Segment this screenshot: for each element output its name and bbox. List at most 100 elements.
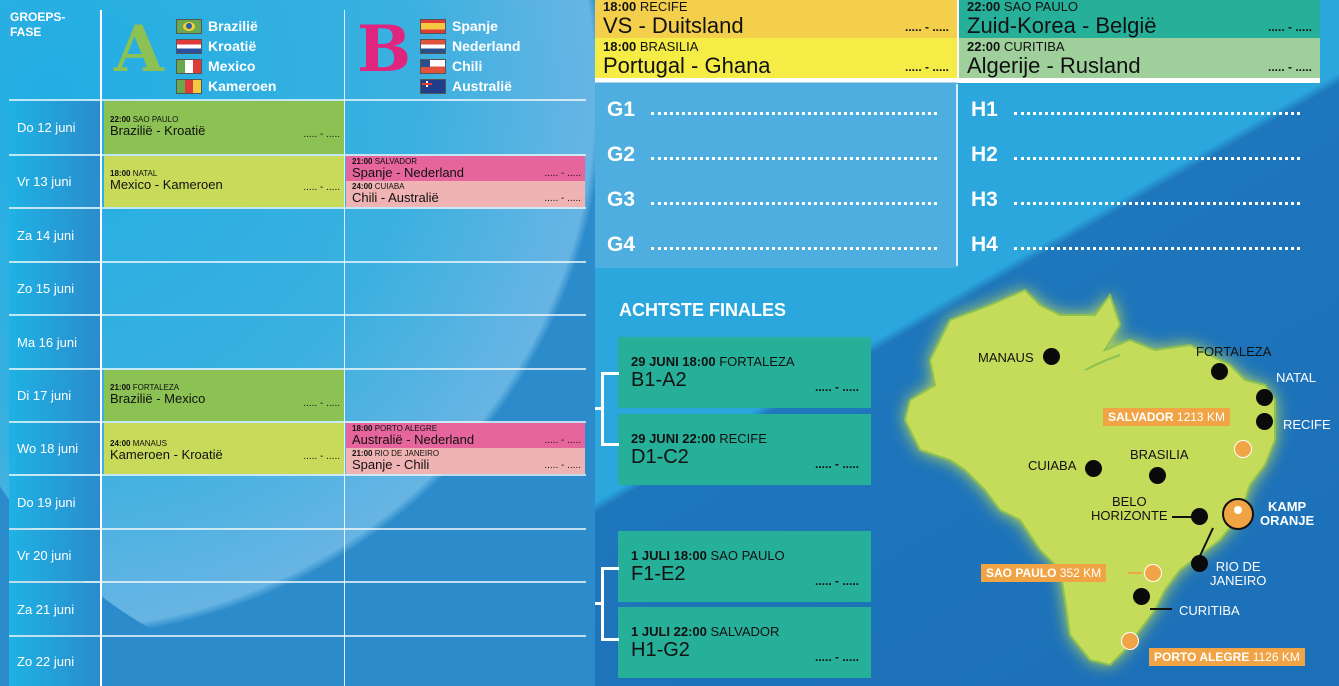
score-field[interactable]: ..... - ..... <box>303 451 340 462</box>
row-divider <box>9 314 586 316</box>
date-cell: Ma 16 juni <box>9 316 100 368</box>
top-vertical-divider <box>957 0 959 78</box>
score-field[interactable]: ..... - ..... <box>303 398 340 409</box>
city-dot-fortaleza <box>1211 363 1228 380</box>
city-dot-rio <box>1191 555 1208 572</box>
leader-line <box>1128 572 1142 574</box>
group-g-standings: G1 G2 G3 G4 <box>595 82 957 268</box>
distance-label-porto-alegre: PORTO ALEGRE 1126 KM <box>1149 648 1305 666</box>
standing-input[interactable] <box>1013 111 1300 115</box>
score-field[interactable]: ..... - ..... <box>544 168 581 179</box>
group-a-letter: A <box>114 12 164 87</box>
distance-label-sao-paulo: SAO PAULO 352 KM <box>981 564 1107 582</box>
city-dot-brasilia <box>1149 467 1166 484</box>
team-spain: Spanje <box>420 16 520 36</box>
score-field[interactable]: ..... - ..... <box>303 129 340 140</box>
group-b-letter: B <box>357 12 412 87</box>
standing-row: H4 <box>971 233 1300 257</box>
city-dot-manaus <box>1043 348 1060 365</box>
match-card: 18:00 BRASILIA Portugal - Ghana ..... - … <box>595 38 957 78</box>
score-field[interactable]: ..... - ..... <box>904 20 949 34</box>
group-a-teams: Brazilië Kroatië Mexico Kameroen <box>176 16 276 96</box>
match-card: 21:00 SALVADOR Spanje - Nederland ..... … <box>346 156 585 181</box>
row-divider <box>9 528 586 530</box>
date-cell: Zo 22 juni <box>9 636 100 686</box>
standing-input[interactable] <box>651 156 938 160</box>
standing-input[interactable] <box>651 201 938 205</box>
standing-row: G1 <box>607 98 938 122</box>
city-dot-belo-horizonte <box>1191 508 1208 525</box>
score-field[interactable]: ..... - ..... <box>303 182 340 193</box>
score-field[interactable]: ..... - ..... <box>544 193 581 204</box>
match-card: 24:00 MANAUS Kameroen - Kroatië ..... - … <box>104 423 344 474</box>
date-cell: Di 17 juni <box>9 369 100 421</box>
team-cameroon: Kameroen <box>176 76 276 96</box>
standing-row: G3 <box>607 188 938 212</box>
score-field[interactable]: ..... - ..... <box>814 457 859 471</box>
brazil-flag-icon <box>176 18 202 34</box>
gh-divider <box>956 84 958 266</box>
date-cell: Do 12 juni <box>9 101 100 154</box>
row-divider <box>9 261 586 263</box>
standing-input[interactable] <box>1013 246 1300 250</box>
standing-row: H3 <box>971 188 1300 212</box>
standing-input[interactable] <box>651 246 938 250</box>
score-field[interactable]: ..... - ..... <box>814 574 859 588</box>
score-field[interactable]: ..... - ..... <box>814 380 859 394</box>
date-cell: Zo 15 juni <box>9 263 100 314</box>
group-stage-label: GROEPS- FASE <box>10 10 66 39</box>
match-card: 18:00 RECIFE VS - Duitsland ..... - ....… <box>595 0 957 38</box>
score-field[interactable]: ..... - ..... <box>1267 60 1312 74</box>
date-cell: Wo 18 juni <box>9 422 100 474</box>
venue-dot-sao-paulo <box>1144 564 1162 582</box>
date-cell: Za 14 juni <box>9 209 100 261</box>
leader-line <box>1172 516 1192 518</box>
bracket-stem <box>595 602 602 605</box>
score-field[interactable]: ..... - ..... <box>544 435 581 446</box>
group-h-standings: H1 H2 H3 H4 <box>959 82 1319 268</box>
team-mexico: Mexico <box>176 56 276 76</box>
bracket-line <box>601 567 619 641</box>
row-divider <box>9 581 586 583</box>
spain-flag-icon <box>420 18 446 34</box>
cameroon-flag-icon <box>176 78 202 94</box>
knockout-match-card: 1 JULI 22:00 SALVADOR H1-G2 ..... - ....… <box>618 607 871 678</box>
date-cell: Do 19 juni <box>9 476 100 528</box>
team-australia: Australië <box>420 76 520 96</box>
brazil-map <box>903 288 1276 667</box>
camp-oranje-label: KAMP ORANJE <box>1260 499 1315 528</box>
team-netherlands: Nederland <box>420 36 520 56</box>
match-card: 21:00 RIO DE JANEIRO Spanje - Chili ....… <box>346 448 585 474</box>
city-label-manaus: MANAUS <box>978 350 1034 365</box>
team-brazil: Brazilië <box>176 16 276 36</box>
standing-input[interactable] <box>1013 201 1300 205</box>
standing-input[interactable] <box>1013 156 1300 160</box>
standing-row: H2 <box>971 143 1300 167</box>
chile-flag-icon <box>420 58 446 74</box>
score-field[interactable]: ..... - ..... <box>904 60 949 74</box>
match-card: 22:00 SAO PAULO Brazilië - Kroatië .....… <box>104 101 344 154</box>
standing-row: G4 <box>607 233 938 257</box>
row-divider <box>9 421 586 423</box>
group-column-divider <box>344 10 345 686</box>
date-cell: Za 21 juni <box>9 583 100 635</box>
city-dot-natal <box>1256 389 1273 406</box>
score-field[interactable]: ..... - ..... <box>1267 20 1312 34</box>
city-label-cuiaba: CUIABA <box>1028 458 1077 473</box>
score-field[interactable]: ..... - ..... <box>544 460 581 471</box>
city-label-brasilia: BRASILIA <box>1130 447 1189 462</box>
knockout-match-card: 1 JULI 18:00 SAO PAULO F1-E2 ..... - ...… <box>618 531 871 602</box>
netherlands-flag-icon <box>420 38 446 54</box>
venue-dot-salvador <box>1234 440 1252 458</box>
row-divider <box>9 207 586 209</box>
right-panel: 18:00 RECIFE VS - Duitsland ..... - ....… <box>595 0 1339 686</box>
row-divider <box>9 154 586 156</box>
standing-input[interactable] <box>651 111 938 115</box>
group-b-header: B Spanje Nederland Chili Australië <box>345 12 585 97</box>
city-label-natal: NATAL <box>1276 370 1316 385</box>
city-label-rio: RIO DE JANEIRO <box>1210 559 1267 588</box>
date-column-divider <box>100 10 102 686</box>
score-field[interactable]: ..... - ..... <box>814 650 859 664</box>
date-cell: Vr 20 juni <box>9 529 100 581</box>
city-dot-cuiaba <box>1085 460 1102 477</box>
